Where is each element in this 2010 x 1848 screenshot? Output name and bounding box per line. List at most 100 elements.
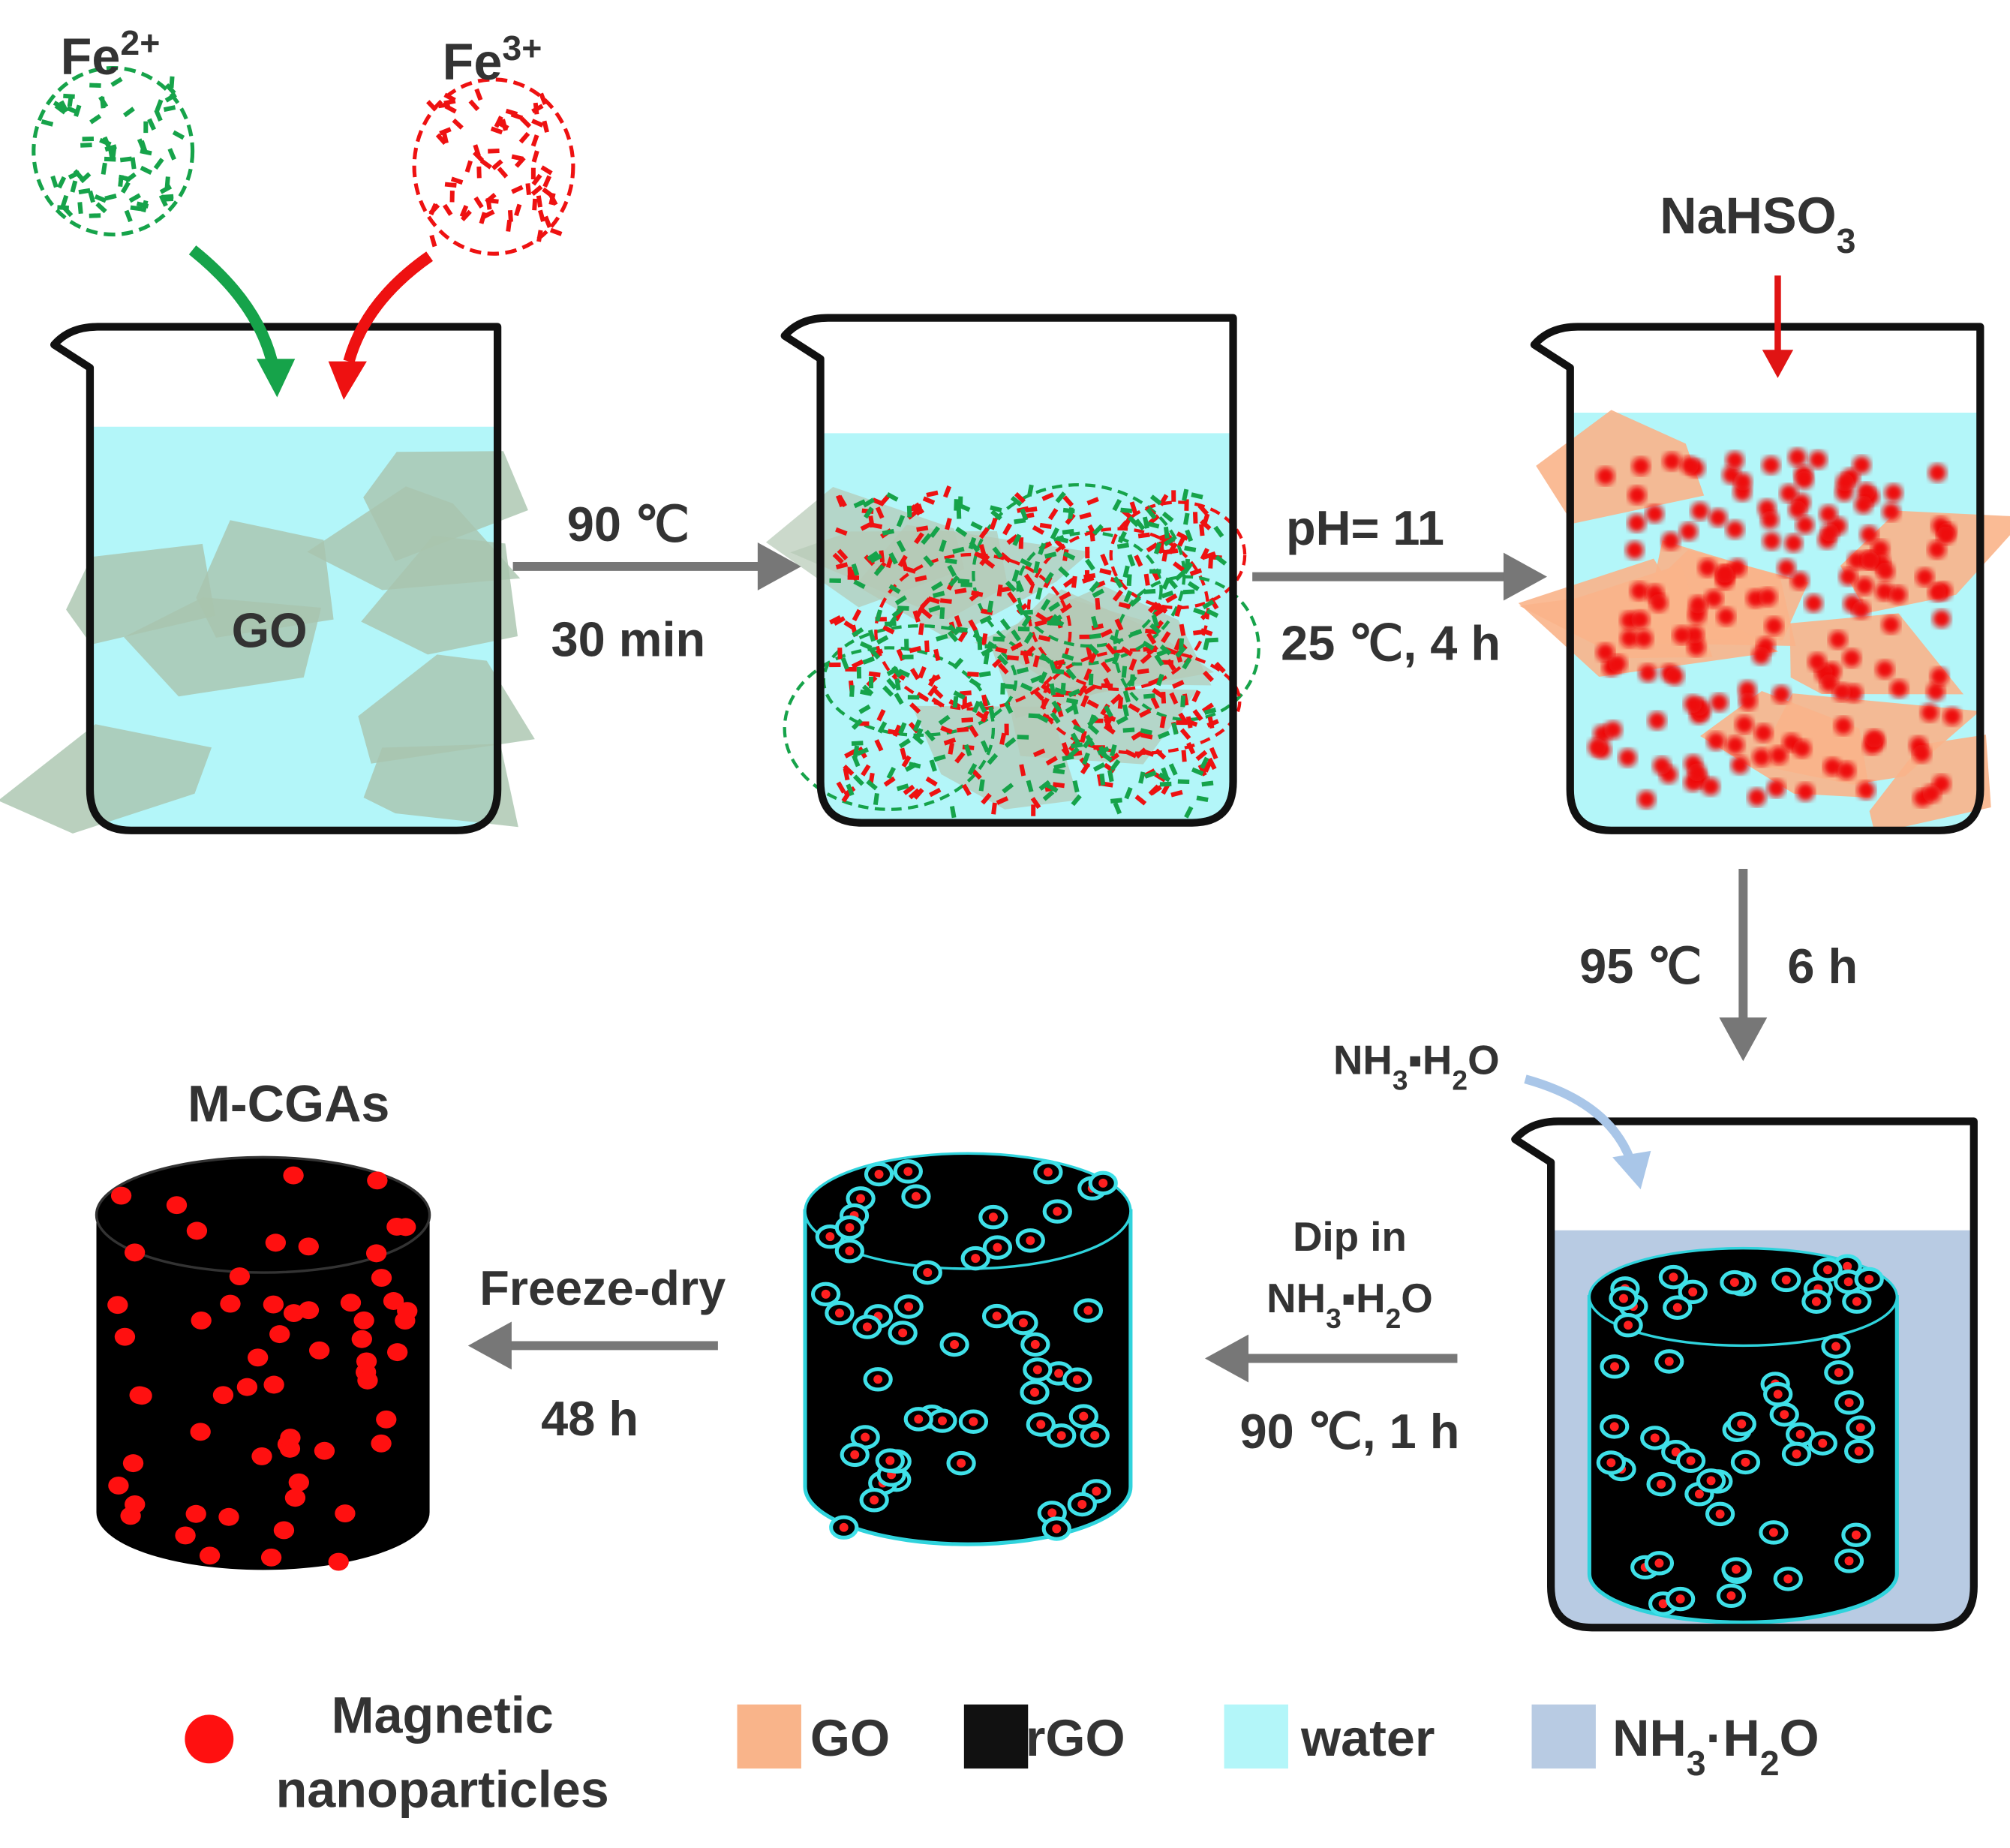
nanoparticle bbox=[862, 1322, 872, 1332]
dash bbox=[1134, 795, 1147, 806]
dash bbox=[866, 779, 878, 791]
dash bbox=[120, 181, 131, 194]
dash bbox=[1112, 498, 1122, 512]
dash bbox=[1103, 714, 1116, 723]
dash bbox=[497, 167, 509, 179]
formula-part: NH bbox=[1266, 1276, 1326, 1321]
nanoparticle bbox=[1765, 617, 1783, 636]
dash bbox=[510, 112, 524, 121]
dash bbox=[963, 744, 972, 757]
dash bbox=[1032, 655, 1040, 668]
dash bbox=[169, 76, 175, 89]
dash bbox=[983, 652, 990, 665]
nanoparticle bbox=[1876, 562, 1894, 581]
nanoparticle bbox=[1820, 523, 1839, 542]
dash bbox=[1044, 572, 1054, 584]
dash bbox=[1110, 759, 1121, 771]
dash bbox=[1140, 728, 1152, 735]
dash bbox=[981, 633, 988, 646]
dash bbox=[1154, 654, 1164, 667]
nanoparticle bbox=[1831, 1342, 1840, 1351]
dash bbox=[1071, 794, 1082, 807]
dash bbox=[1017, 735, 1029, 740]
dash bbox=[539, 92, 548, 106]
dash bbox=[900, 558, 909, 572]
dash bbox=[459, 205, 469, 218]
dash bbox=[1203, 551, 1216, 560]
dash bbox=[948, 575, 960, 587]
dash bbox=[511, 185, 524, 194]
arrow-head bbox=[1719, 1017, 1768, 1062]
ion-cloud bbox=[783, 646, 996, 811]
nanoparticle bbox=[1610, 1362, 1620, 1372]
superscript: 3+ bbox=[502, 29, 542, 68]
nanoparticle bbox=[1936, 526, 1955, 545]
dash bbox=[900, 747, 908, 760]
dash bbox=[1192, 629, 1206, 636]
dash bbox=[990, 509, 1002, 521]
nanoparticle bbox=[1708, 509, 1727, 527]
dash bbox=[1059, 602, 1073, 614]
dash bbox=[101, 162, 107, 175]
nanoparticle bbox=[1657, 1480, 1666, 1489]
dash bbox=[74, 104, 82, 117]
nanoparticle bbox=[1790, 571, 1809, 590]
dash bbox=[1100, 553, 1109, 566]
label: 6 h bbox=[1787, 939, 1858, 993]
dash bbox=[153, 158, 164, 170]
nanoparticle bbox=[1851, 1530, 1861, 1540]
dash bbox=[1007, 655, 1019, 661]
dash bbox=[543, 215, 552, 229]
nanoparticle bbox=[1627, 514, 1646, 533]
nanoparticle bbox=[351, 1330, 372, 1348]
nanoparticle bbox=[1072, 1375, 1082, 1384]
nanoparticle bbox=[1733, 472, 1752, 491]
dash bbox=[873, 792, 879, 806]
nanoparticle bbox=[1054, 1369, 1064, 1378]
dash bbox=[931, 697, 944, 708]
dash bbox=[856, 747, 869, 756]
dash bbox=[1083, 668, 1092, 681]
dash bbox=[1109, 635, 1122, 645]
nanoparticle bbox=[834, 1309, 844, 1318]
nanoparticle bbox=[1645, 504, 1664, 523]
nanoparticle bbox=[1828, 630, 1847, 649]
dash bbox=[1200, 519, 1212, 530]
dash bbox=[1107, 770, 1114, 783]
dash bbox=[1146, 542, 1158, 553]
dash bbox=[1159, 781, 1172, 787]
dash bbox=[933, 648, 941, 662]
dash bbox=[916, 525, 929, 532]
dash bbox=[1047, 614, 1059, 626]
dash bbox=[89, 213, 101, 218]
dash bbox=[1036, 714, 1049, 723]
nanoparticle bbox=[1738, 692, 1757, 711]
nanoparticle bbox=[1754, 724, 1773, 742]
nanoparticle bbox=[1769, 746, 1788, 765]
dash bbox=[1071, 702, 1079, 715]
label: Dip in bbox=[1293, 1214, 1407, 1260]
dash bbox=[1026, 780, 1034, 792]
nanoparticle bbox=[1648, 711, 1666, 730]
dash bbox=[953, 690, 966, 700]
dash bbox=[452, 118, 464, 130]
nanoparticle bbox=[125, 1495, 146, 1513]
dash bbox=[141, 200, 149, 213]
nanoparticle bbox=[1921, 704, 1939, 722]
nanoparticle bbox=[1619, 1294, 1628, 1303]
dash bbox=[1092, 588, 1104, 598]
dash bbox=[518, 131, 530, 144]
nanoparticle bbox=[1649, 593, 1668, 612]
dash bbox=[833, 616, 846, 626]
dash bbox=[1055, 491, 1066, 503]
subscript: 3 bbox=[1687, 1744, 1706, 1783]
dash bbox=[1189, 568, 1203, 576]
nanoparticle bbox=[1680, 456, 1699, 475]
dash bbox=[1151, 614, 1159, 627]
nanoparticle bbox=[1630, 581, 1648, 600]
nanoparticle bbox=[1588, 738, 1606, 756]
dash bbox=[538, 209, 545, 222]
formula-part: O bbox=[1468, 1037, 1500, 1083]
dash bbox=[1137, 532, 1150, 539]
dash bbox=[506, 219, 512, 232]
